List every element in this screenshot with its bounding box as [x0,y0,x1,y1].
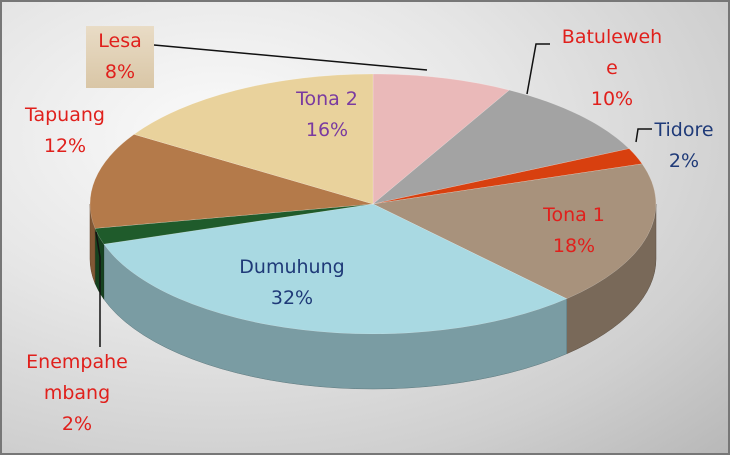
value-label: 32% [270,287,314,309]
category-label: Lesa [98,30,142,52]
data-label: Enempahembang 2% [20,347,135,440]
value-label: 2% [61,413,93,435]
category-label: Tona 1 [543,204,605,226]
data-label: Tona 2 16% [282,84,372,146]
data-label: Tona 1 18% [534,200,614,262]
category-label: Enempahembang [26,351,128,404]
pie-slice [372,89,630,205]
pie-slice [103,203,568,335]
leader-line [635,128,652,143]
category-label: Batulewehe [561,26,663,79]
data-label: Tidore 2% [644,115,724,177]
value-label: 8% [104,61,136,83]
category-label: Tona 2 [296,88,358,110]
value-label: 10% [590,88,634,110]
category-label: Dumuhung [239,256,345,278]
leader-line [95,231,101,347]
data-label: Dumuhung 32% [227,252,357,314]
data-label: Lesa 8% [86,26,154,88]
pie-slice [372,163,657,300]
data-label: Tapuang 12% [15,100,115,162]
value-label: 18% [552,235,596,257]
value-label: 16% [305,119,349,141]
pie-slice [89,134,374,229]
pie-slice [94,203,374,245]
category-label: Tidore [654,119,714,141]
pie-slice [372,73,510,205]
pie-slice [133,73,374,205]
pie-slice [372,148,643,205]
leader-line [153,44,428,71]
value-label: 12% [43,135,87,157]
category-label: Tapuang [25,104,105,126]
data-label: Batulewehe 10% [556,22,668,115]
leader-line [526,43,550,95]
value-label: 2% [668,150,700,172]
